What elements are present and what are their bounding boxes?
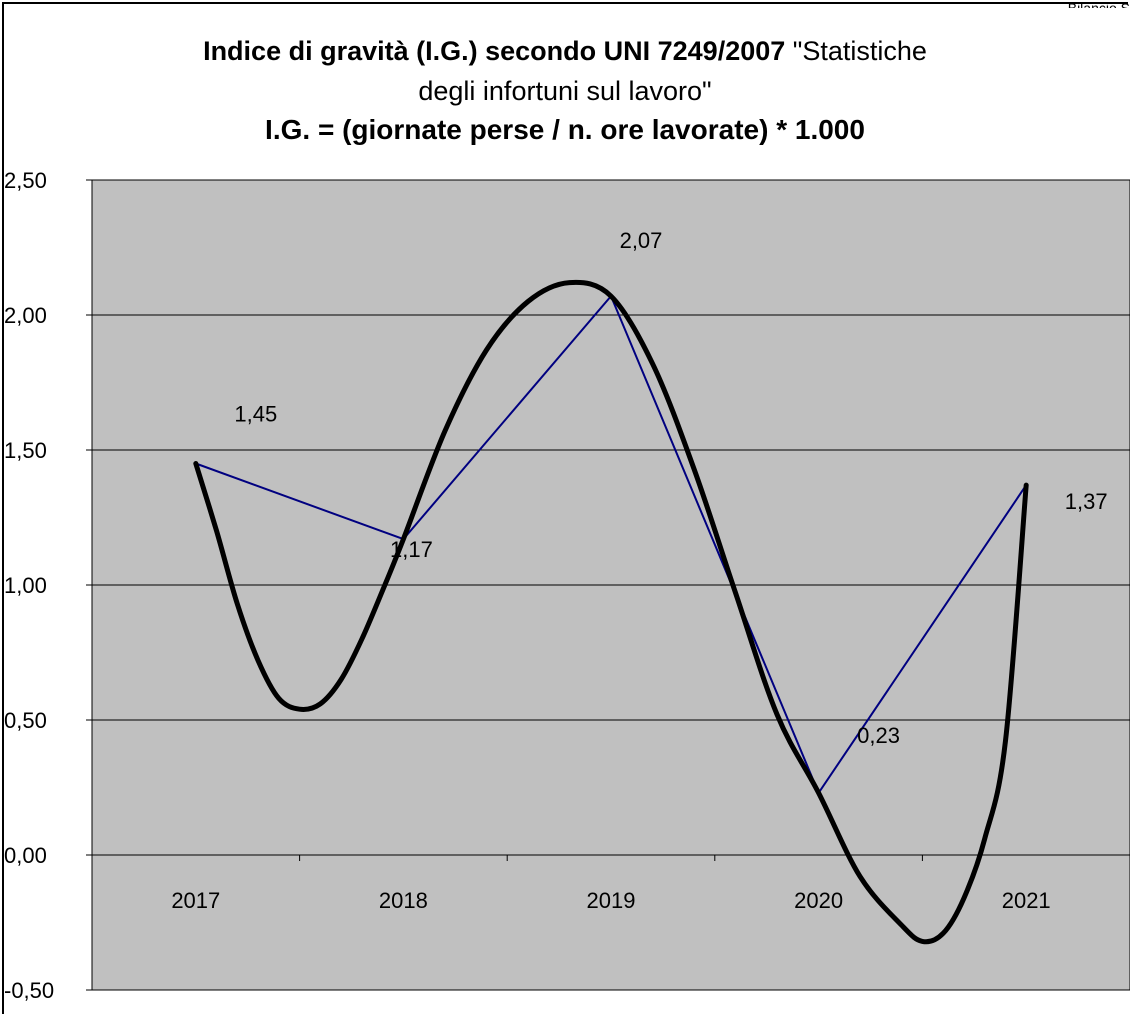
data-label: 1,17 bbox=[390, 537, 433, 562]
x-tick-label: 2020 bbox=[794, 888, 843, 913]
y-tick-label: 1,50 bbox=[4, 438, 47, 463]
y-tick-label: 0,00 bbox=[4, 843, 47, 868]
y-tick-label: -0,50 bbox=[4, 978, 54, 1003]
y-axis-tick-labels: -0,50 0,00 0,50 1,00 1,50 2,00 2,50 bbox=[4, 168, 54, 1003]
y-tick-label: 2,50 bbox=[4, 168, 47, 193]
y-tick-label: 2,00 bbox=[4, 303, 47, 328]
data-label: 0,23 bbox=[857, 723, 900, 748]
y-tick-label: 0,50 bbox=[4, 708, 47, 733]
x-tick-label: 2021 bbox=[1002, 888, 1051, 913]
data-label: 2,07 bbox=[620, 228, 663, 253]
data-label: 1,45 bbox=[234, 402, 277, 427]
data-label: 1,37 bbox=[1065, 489, 1108, 514]
x-tick-label: 2017 bbox=[171, 888, 220, 913]
x-tick-label: 2018 bbox=[379, 888, 428, 913]
y-tick-label: 1,00 bbox=[4, 573, 47, 598]
x-tick-label: 2019 bbox=[587, 888, 636, 913]
